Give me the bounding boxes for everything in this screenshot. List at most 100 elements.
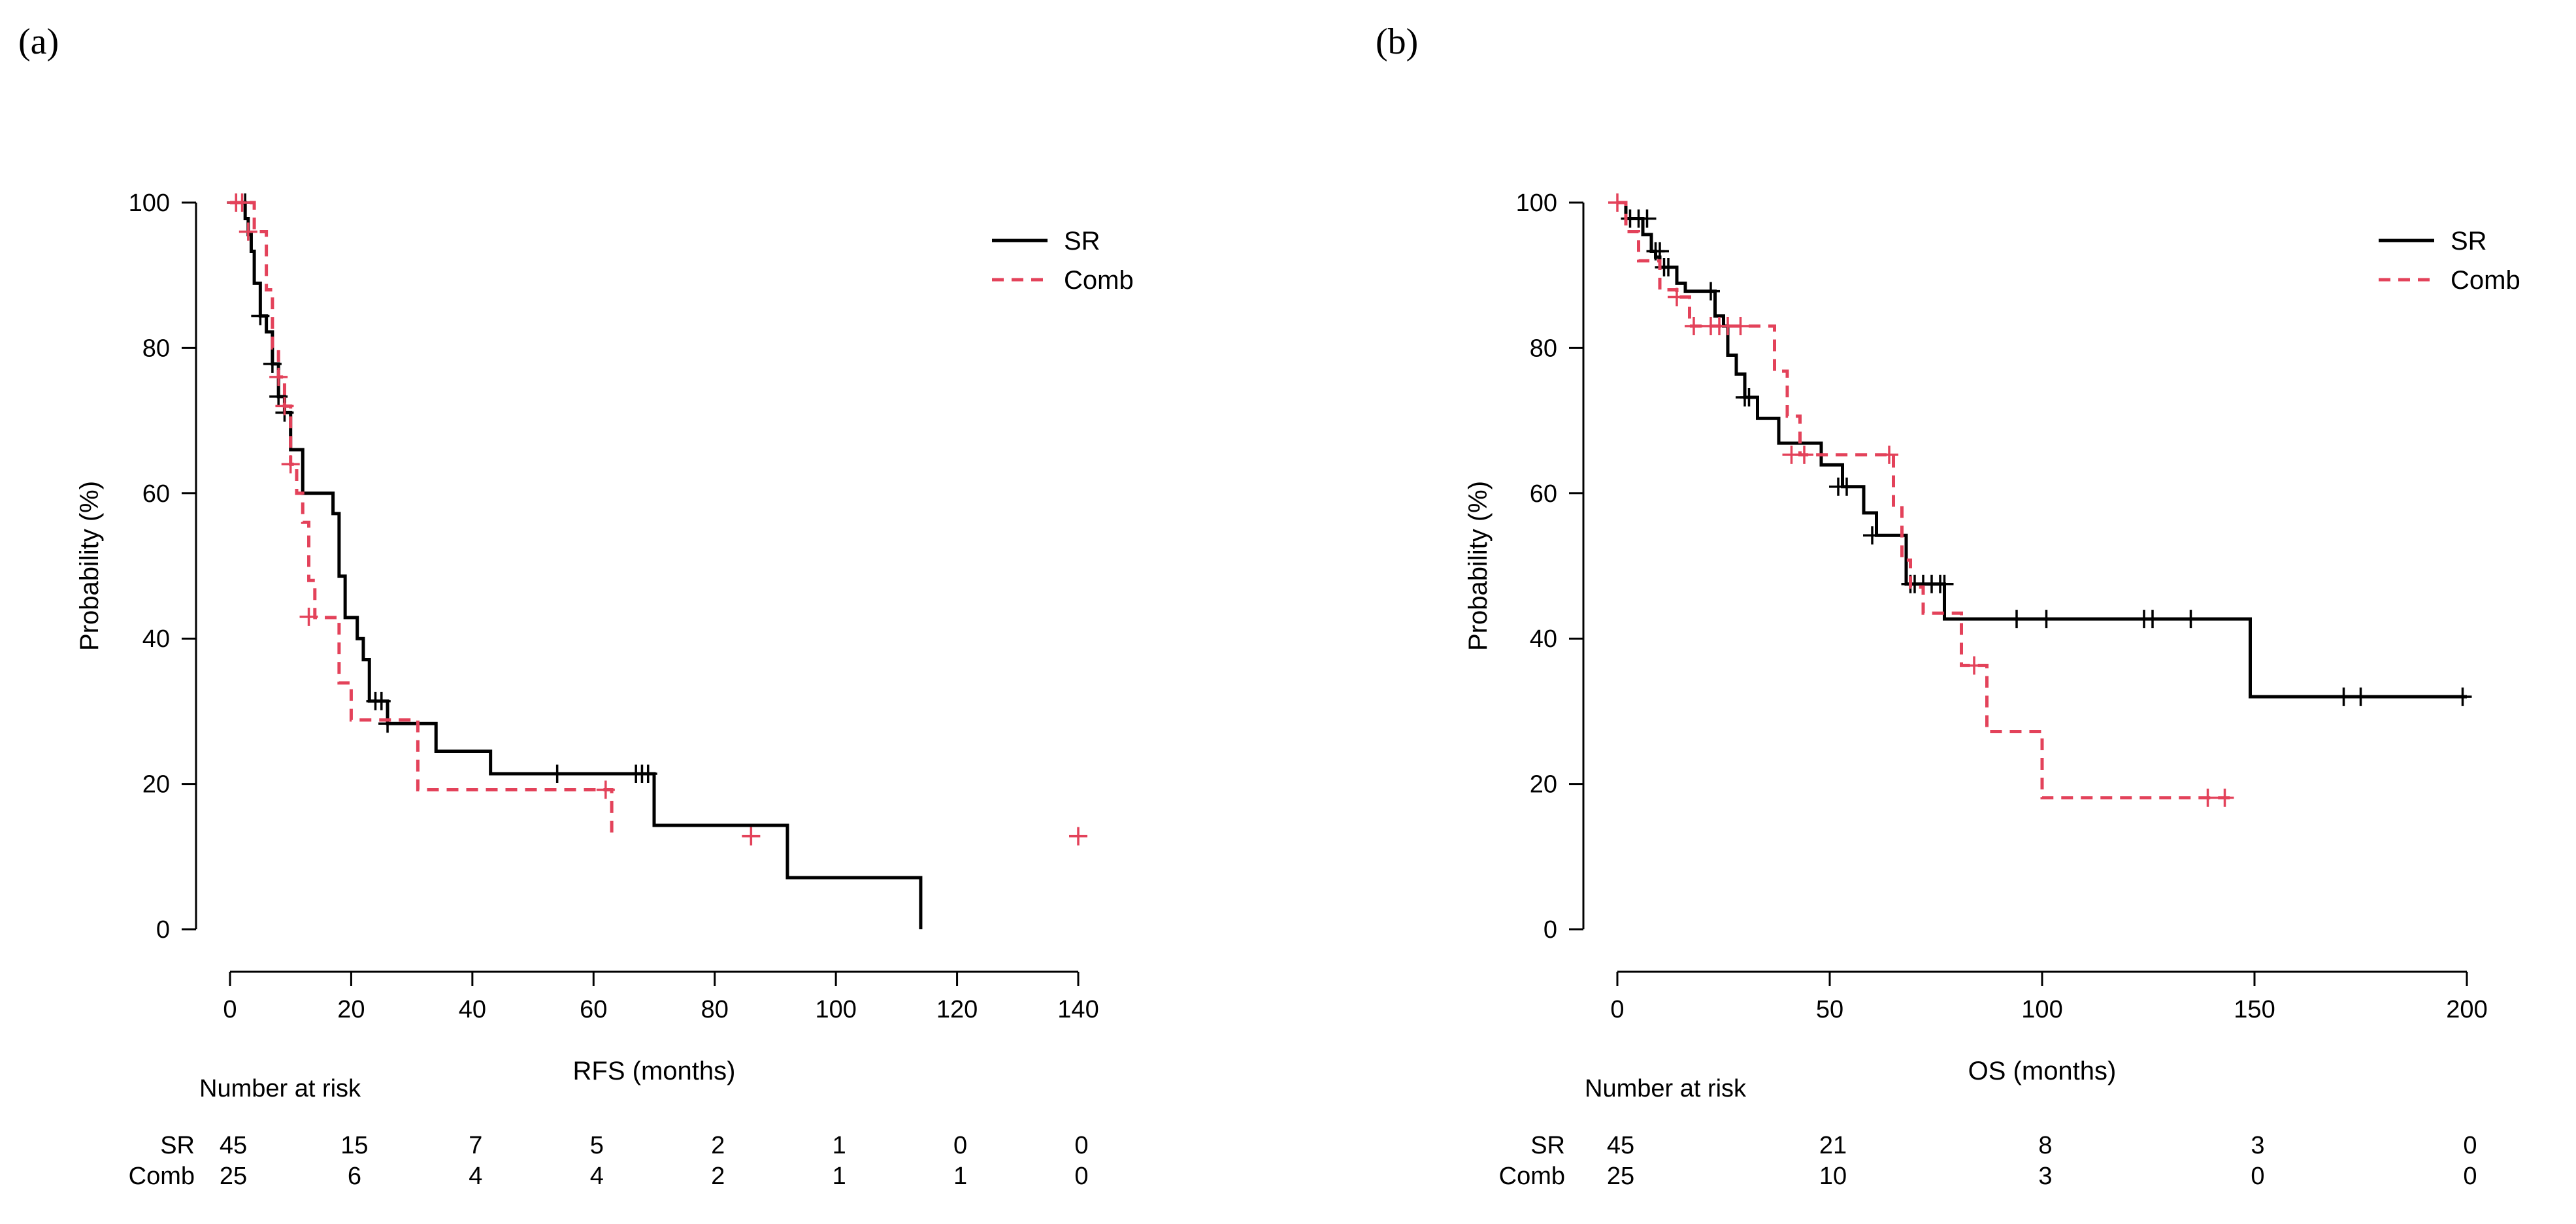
censor-mark-sr (548, 765, 567, 784)
censor-mark-comb (269, 367, 288, 386)
x-tick-label: 50 (1816, 996, 1843, 1023)
risk-value: 0 (1074, 1163, 1088, 1190)
risk-value: 21 (1819, 1132, 1847, 1159)
censor-mark-sr (1838, 477, 1856, 496)
risk-value: 0 (953, 1132, 967, 1159)
risk-value: 25 (1607, 1163, 1634, 1190)
risk-value: 7 (469, 1132, 482, 1159)
y-axis-title: Probability (%) (1464, 481, 1493, 651)
risk-value: 0 (2251, 1163, 2264, 1190)
y-tick-label: 60 (142, 480, 170, 508)
censor-mark-comb (233, 193, 252, 212)
risk-value: 0 (2463, 1163, 2477, 1190)
km-curve-comb (1617, 201, 2234, 800)
panel-label: (b) (1376, 22, 1418, 62)
risk-value: 45 (1607, 1132, 1634, 1159)
censor-mark-sr (2007, 610, 2026, 629)
x-tick-label: 80 (701, 996, 729, 1023)
risk-value: 3 (2038, 1163, 2052, 1190)
risk-row-label: SR (160, 1132, 195, 1159)
censor-mark-sr (1740, 388, 1759, 407)
x-tick-label: 150 (2234, 996, 2275, 1023)
km-curve-comb (230, 201, 614, 836)
legend-label-sr: SR (1064, 227, 1100, 256)
censor-mark-comb (742, 827, 761, 846)
censor-mark-sr (1651, 242, 1669, 261)
y-axis-title: Probability (%) (75, 481, 104, 651)
censor-mark-comb (1608, 193, 1627, 212)
risk-row-label: Comb (1499, 1163, 1565, 1190)
censor-mark-sr (1863, 526, 1881, 545)
censor-mark-sr (263, 354, 282, 373)
censor-mark-comb (1731, 317, 1750, 336)
censor-mark-comb (596, 780, 615, 799)
x-tick-label: 200 (2446, 996, 2487, 1023)
censor-mark-comb (299, 607, 318, 626)
y-tick-label: 40 (1530, 625, 1557, 653)
censor-mark-comb (1069, 827, 1087, 846)
censor-mark-sr (2334, 687, 2353, 706)
censor-mark-comb (1880, 445, 1898, 464)
y-tick-label: 40 (142, 625, 170, 653)
censor-mark-comb (281, 455, 300, 474)
y-tick-label: 20 (1530, 771, 1557, 799)
panel-label: (a) (18, 22, 59, 62)
risk-row-label: Comb (129, 1163, 195, 1190)
y-tick-label: 80 (1530, 335, 1557, 362)
risk-value: 5 (590, 1132, 604, 1159)
censor-mark-comb (1965, 656, 1983, 675)
risk-value: 2 (711, 1132, 725, 1159)
legend-label-comb: Comb (2451, 266, 2520, 295)
risk-value: 3 (2251, 1132, 2264, 1159)
x-tick-label: 20 (337, 996, 365, 1023)
censor-mark-comb (1795, 445, 1813, 464)
legend-label-sr: SR (2451, 227, 2487, 256)
risk-value: 45 (220, 1132, 247, 1159)
risk-value: 6 (348, 1163, 361, 1190)
x-tick-label: 100 (815, 996, 856, 1023)
censor-mark-comb (2198, 788, 2217, 807)
risk-row-label: SR (1530, 1132, 1565, 1159)
x-tick-label: 0 (1610, 996, 1624, 1023)
censor-mark-comb (2215, 788, 2234, 807)
x-axis-title: OS (months) (1968, 1057, 2117, 1085)
risk-value: 0 (1074, 1132, 1088, 1159)
censor-mark-sr (1702, 282, 1720, 301)
legend-label-comb: Comb (1064, 266, 1134, 295)
x-axis-title: RFS (months) (573, 1057, 736, 1085)
x-tick-label: 0 (223, 996, 237, 1023)
censor-mark-sr (1659, 257, 1677, 276)
censor-mark-comb (275, 397, 294, 416)
censor-mark-sr (2453, 687, 2472, 706)
x-tick-label: 140 (1057, 996, 1098, 1023)
risk-value: 4 (469, 1163, 482, 1190)
y-tick-label: 100 (129, 190, 170, 217)
risk-value: 1 (953, 1163, 967, 1190)
censor-mark-sr (378, 714, 397, 733)
risk-value: 8 (2038, 1132, 2052, 1159)
censor-mark-sr (372, 691, 391, 710)
y-tick-label: 0 (1544, 916, 1557, 944)
risk-value: 10 (1819, 1163, 1847, 1190)
y-tick-label: 0 (156, 916, 170, 944)
risk-value: 1 (833, 1132, 846, 1159)
censor-mark-sr (638, 765, 657, 784)
km-curve-sr (1617, 201, 2467, 699)
risk-value: 15 (340, 1132, 368, 1159)
censor-mark-sr (1935, 574, 1954, 593)
censor-mark-sr (2181, 610, 2200, 629)
risk-table-title: Number at risk (1585, 1075, 1747, 1102)
risk-value: 1 (833, 1163, 846, 1190)
censor-mark-sr (1638, 209, 1657, 228)
risk-value: 4 (590, 1163, 604, 1190)
censor-mark-comb (1685, 317, 1703, 336)
y-tick-label: 60 (1530, 480, 1557, 508)
y-tick-label: 100 (1516, 190, 1557, 217)
y-tick-label: 20 (142, 771, 170, 799)
x-tick-label: 120 (936, 996, 978, 1023)
risk-value: 0 (2463, 1132, 2477, 1159)
censor-mark-sr (269, 387, 288, 406)
censor-mark-sr (2351, 687, 2370, 706)
